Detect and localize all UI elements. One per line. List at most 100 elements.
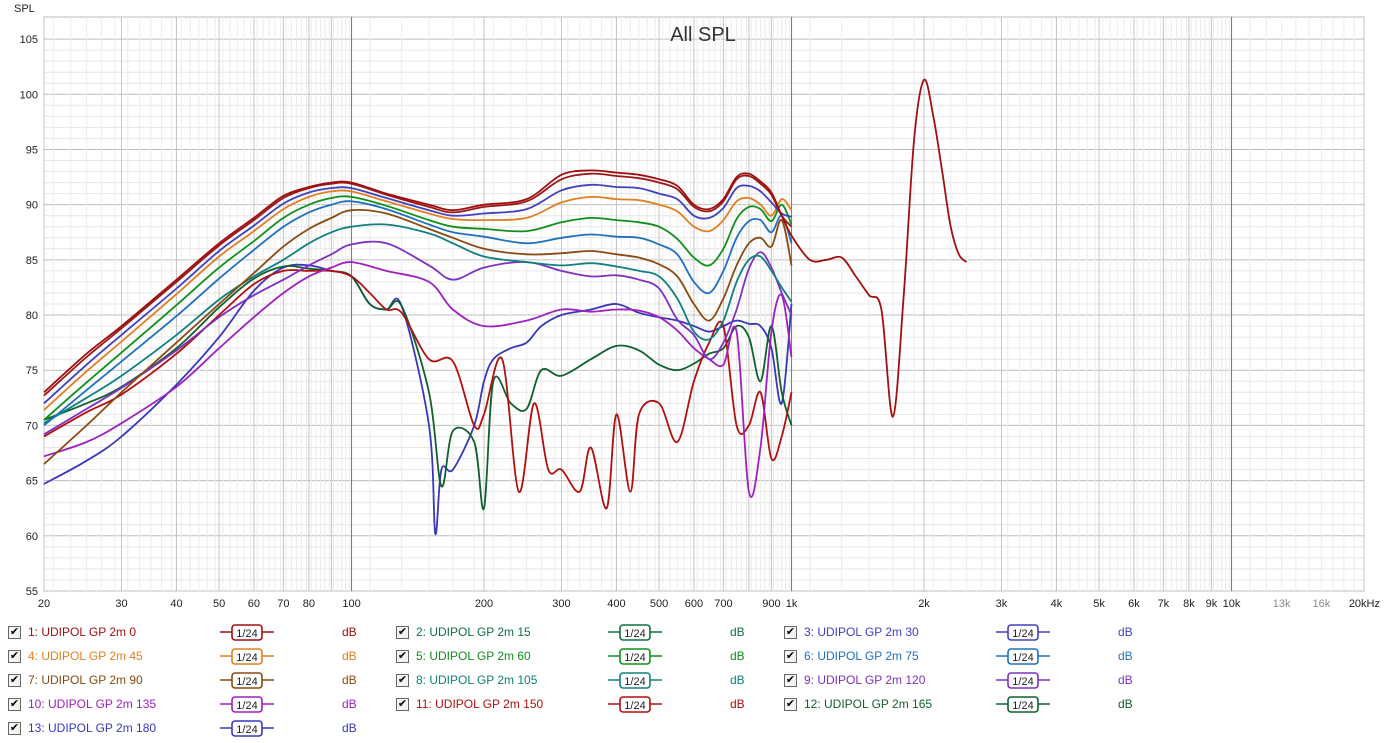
smoothing-button[interactable]: 1/24 — [220, 671, 274, 689]
legend-checkbox[interactable]: ✔ — [396, 649, 409, 663]
legend-label: 9: UDIPOL GP 2m 120 — [804, 673, 926, 687]
series-line — [43, 265, 793, 511]
legend-label: 7: UDIPOL GP 2m 90 — [28, 673, 143, 687]
x-tick-label: 1k — [786, 598, 798, 610]
legend-item: ✔ 9: UDIPOL GP 2m 120 1/24 dB — [784, 670, 1164, 690]
smoothing-label: 1/24 — [236, 676, 257, 688]
legend-unit: dB — [730, 673, 745, 687]
legend-checkbox[interactable]: ✔ — [784, 649, 797, 663]
y-tick-label: 60 — [26, 531, 38, 543]
x-tick-label: 20kHz — [1349, 598, 1380, 610]
legend-checkbox[interactable]: ✔ — [8, 625, 21, 639]
x-tick-label: 2k — [918, 598, 930, 610]
legend-label: 11: UDIPOL GP 2m 150 — [416, 697, 544, 711]
x-tick-label: 16k — [1312, 598, 1330, 610]
smoothing-button[interactable]: 1/24 — [220, 647, 274, 665]
legend-unit: dB — [342, 697, 357, 711]
smoothing-label: 1/24 — [1012, 700, 1033, 712]
spl-chart: 55 60 65 70 75 80 85 90 95 100 105 20 30 40 50 60 70 80 10… — [14, 3, 1380, 610]
series-line — [43, 195, 793, 421]
x-tick-label: 7k — [1158, 598, 1170, 610]
series-line — [43, 240, 793, 436]
legend-unit: dB — [342, 649, 357, 663]
legend-checkbox[interactable]: ✔ — [8, 673, 21, 687]
y-tick-label: 95 — [26, 144, 38, 156]
x-tick-label: 10k — [1223, 598, 1241, 610]
legend-checkbox[interactable]: ✔ — [784, 697, 797, 711]
legend-checkbox[interactable]: ✔ — [396, 697, 409, 711]
legend-item: ✔ 8: UDIPOL GP 2m 105 1/24 dB — [396, 670, 776, 690]
series-line — [43, 172, 793, 397]
legend-unit: dB — [342, 721, 357, 735]
smoothing-label: 1/24 — [624, 676, 645, 688]
legend-label: 8: UDIPOL GP 2m 105 — [416, 673, 538, 687]
legend-checkbox[interactable]: ✔ — [8, 697, 21, 711]
smoothing-label: 1/24 — [1012, 628, 1033, 640]
x-tick-label: 3k — [996, 598, 1008, 610]
x-tick-label: 8k — [1183, 598, 1195, 610]
smoothing-label: 1/24 — [236, 652, 257, 664]
smoothing-label: 1/24 — [1012, 652, 1033, 664]
legend-item: ✔ 3: UDIPOL GP 2m 30 1/24 dB — [784, 622, 1164, 642]
legend-unit: dB — [1118, 697, 1133, 711]
series-line — [43, 78, 968, 418]
smoothing-button[interactable]: 1/24 — [996, 695, 1050, 713]
x-tick-label: 13k — [1273, 598, 1291, 610]
x-tick-label: 200 — [475, 598, 493, 610]
x-tick-label: 300 — [552, 598, 570, 610]
legend-checkbox[interactable]: ✔ — [784, 673, 797, 687]
legend-unit: dB — [1118, 625, 1133, 639]
smoothing-button[interactable]: 1/24 — [996, 623, 1050, 641]
smoothing-button[interactable]: 1/24 — [220, 695, 274, 713]
legend-unit: dB — [1118, 649, 1133, 663]
y-tick-label: 100 — [20, 89, 38, 101]
legend-item: ✔ 6: UDIPOL GP 2m 75 1/24 dB — [784, 646, 1164, 666]
legend-label: 5: UDIPOL GP 2m 60 — [416, 649, 531, 663]
legend-unit: dB — [730, 697, 745, 711]
x-tick-label: 6k — [1128, 598, 1140, 610]
smoothing-button[interactable]: 1/24 — [996, 647, 1050, 665]
legend-label: 12: UDIPOL GP 2m 165 — [804, 697, 933, 711]
legend-label: 10: UDIPOL GP 2m 135 — [28, 697, 157, 711]
legend-item: ✔ 11: UDIPOL GP 2m 150 1/24 dB — [396, 694, 776, 714]
legend-item: ✔ 5: UDIPOL GP 2m 60 1/24 dB — [396, 646, 776, 666]
x-tick-label: 400 — [607, 598, 625, 610]
series-lines — [43, 78, 968, 535]
x-tick-label: 600 — [685, 598, 703, 610]
legend-unit: dB — [730, 625, 745, 639]
smoothing-label: 1/24 — [624, 652, 645, 664]
legend-label: 4: UDIPOL GP 2m 45 — [28, 649, 143, 663]
legend-label: 2: UDIPOL GP 2m 15 — [416, 625, 531, 639]
y-tick-label: 55 — [26, 586, 38, 598]
x-tick-label: 50 — [213, 598, 225, 610]
legend-item: ✔ 12: UDIPOL GP 2m 165 1/24 dB — [784, 694, 1164, 714]
smoothing-button[interactable]: 1/24 — [608, 623, 662, 641]
tick-labels: 55 60 65 70 75 80 85 90 95 100 105 20 30 40 50 60 70 80 10… — [20, 34, 1380, 610]
legend-label: 13: UDIPOL GP 2m 180 — [28, 721, 157, 735]
series-line — [43, 261, 793, 498]
legend-item: ✔ 4: UDIPOL GP 2m 45 1/24 dB — [8, 646, 388, 666]
legend-label: 1: UDIPOL GP 2m 0 — [28, 625, 137, 639]
smoothing-button[interactable]: 1/24 — [220, 719, 274, 737]
y-tick-label: 75 — [26, 365, 38, 377]
legend-checkbox[interactable]: ✔ — [8, 649, 21, 663]
x-tick-label: 900 — [762, 598, 780, 610]
legend-checkbox[interactable]: ✔ — [396, 673, 409, 687]
smoothing-button[interactable]: 1/24 — [608, 671, 662, 689]
smoothing-label: 1/24 — [236, 628, 257, 640]
legend-checkbox[interactable]: ✔ — [396, 625, 409, 639]
series-line — [43, 209, 793, 465]
y-tick-label: 105 — [20, 34, 38, 46]
legend-label: 6: UDIPOL GP 2m 75 — [804, 649, 919, 663]
smoothing-button[interactable]: 1/24 — [608, 695, 662, 713]
smoothing-button[interactable]: 1/24 — [608, 647, 662, 665]
legend-unit: dB — [1118, 673, 1133, 687]
y-tick-label: 80 — [26, 310, 38, 322]
chart-title: All SPL — [670, 24, 736, 46]
smoothing-button[interactable]: 1/24 — [220, 623, 274, 641]
x-tick-label: 500 — [650, 598, 668, 610]
legend-checkbox[interactable]: ✔ — [8, 721, 21, 735]
y-tick-label: 65 — [26, 476, 38, 488]
legend-checkbox[interactable]: ✔ — [784, 625, 797, 639]
smoothing-button[interactable]: 1/24 — [996, 671, 1050, 689]
